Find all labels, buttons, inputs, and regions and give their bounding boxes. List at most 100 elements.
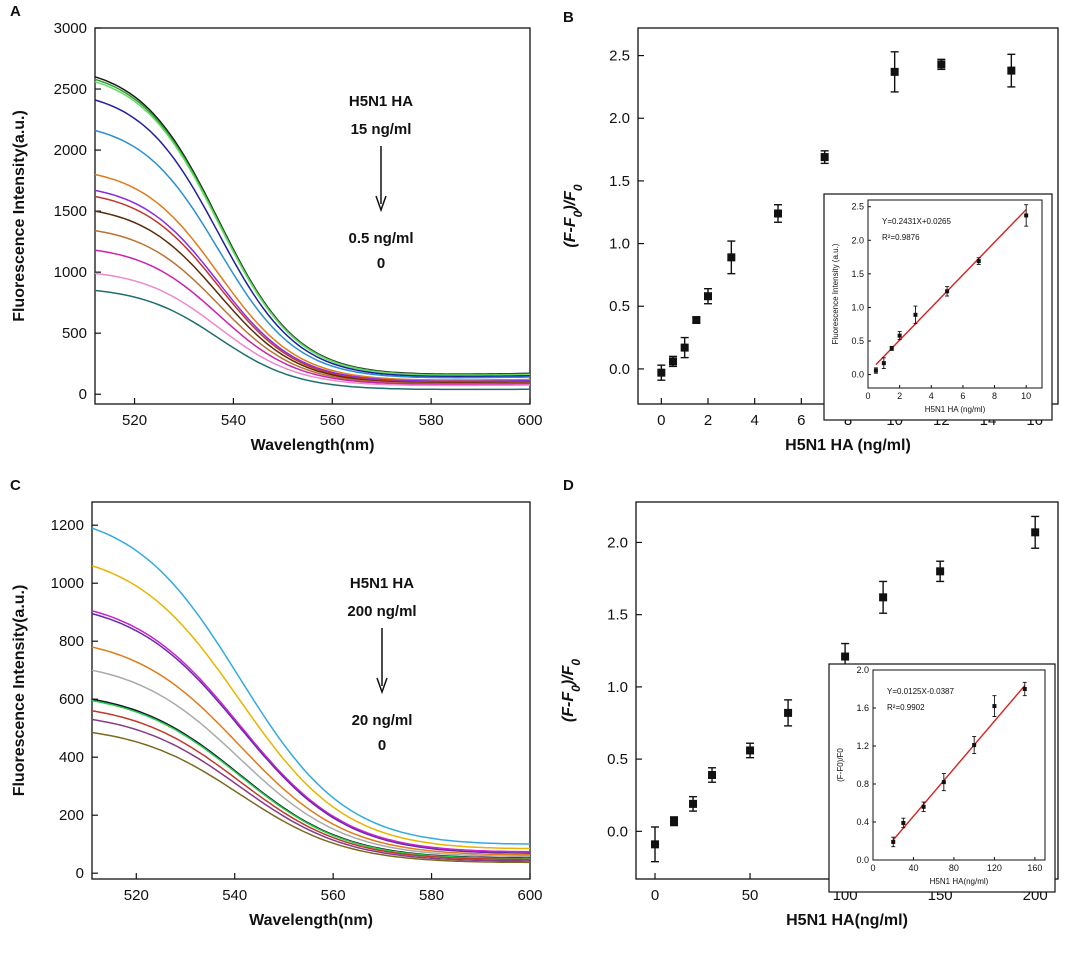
inset-r-squared: R²=0.9876 [882, 233, 920, 242]
spectrum-line [94, 229, 530, 385]
inset-data-point [913, 312, 918, 317]
y-tick-label: 2500 [54, 81, 87, 98]
y-tick-label: 2.0 [607, 534, 628, 551]
spectrum-line [94, 249, 530, 385]
x-tick-label: 560 [320, 412, 345, 429]
data-point [708, 771, 717, 779]
x-tick-label: 520 [122, 412, 147, 429]
inset-frame-outer [828, 663, 1056, 893]
y-tick-label: 600 [59, 691, 84, 708]
data-point [937, 60, 946, 69]
data-point [1031, 528, 1040, 537]
y-tick-label: 200 [59, 807, 84, 824]
inset-x-tick-label: 0 [870, 863, 875, 873]
inset-equation: Y=0.0125X-0.0387 [887, 687, 954, 696]
panel-c: C 520 540 560 580 600 0 200 400 600 800 1000 1200 Wav… [10, 477, 543, 929]
inset-fit-line [892, 685, 1026, 841]
inset-data-point [881, 361, 886, 366]
panel-letter: D [563, 477, 574, 494]
y-axis-title: (F-F0)/F0 [562, 184, 585, 247]
spectrum-line [91, 565, 530, 850]
spectrum-line [94, 129, 531, 379]
inset-y-tick-label: 1.6 [856, 703, 869, 713]
inset-data-point [901, 820, 906, 825]
data-point [820, 153, 829, 162]
annotation-analyte: H5N1 HA [350, 575, 414, 592]
inset-r-squared: R²=0.9902 [887, 703, 925, 712]
spectrum-line [94, 99, 531, 378]
x-tick-label: 6 [797, 412, 805, 429]
y-tick-label: 2.5 [609, 48, 630, 65]
data-point [680, 343, 689, 352]
data-point [879, 593, 888, 602]
spectrum-line [91, 669, 530, 858]
annotation-top-concentration: 200 ng/ml [347, 603, 416, 620]
y-tick-label: 2.0 [609, 110, 630, 127]
data-point [746, 746, 755, 755]
y-tick-label: 1000 [51, 575, 84, 592]
inset-data-point [941, 780, 946, 785]
annotation-top-concentration: 15 ng/ml [351, 121, 412, 138]
spectrum-line [91, 646, 530, 856]
x-tick-label: 600 [517, 412, 542, 429]
inset-data-point [921, 804, 926, 809]
y-tick-label: 1.0 [607, 679, 628, 696]
inset-x-tick-label: 6 [960, 391, 965, 401]
inset-data-point [992, 704, 997, 709]
inset-y-axis-title: Fluorescence Intensity (a.u.) [831, 243, 840, 344]
inset-data-point [1024, 213, 1029, 218]
inset-y-tick-label: 0.5 [851, 336, 864, 346]
plot-frame [91, 501, 531, 880]
panel-a: A 520 540 560 580 600 0 500 1000 1500 2000 2500 3000… [10, 3, 543, 454]
spectrum-line [94, 189, 531, 382]
y-axis-title: Fluorescence Intensity(a.u.) [11, 110, 28, 322]
inset-y-tick-label: 2.0 [851, 235, 864, 245]
inset-x-axis-title: H5N1 HA(ng/ml) [930, 877, 989, 886]
inset-data-point [873, 368, 878, 373]
spectrum-line [91, 610, 531, 853]
y-tick-label: 0 [79, 386, 87, 403]
inset-plot: 0 40 80 120 160 0.0 0.4 0.8 1.2 1.6 2.0 Y=0.0125X-0… [828, 663, 1056, 893]
panel-letter: B [563, 9, 574, 26]
inset-y-tick-label: 0.8 [856, 779, 869, 789]
data-point [657, 368, 666, 377]
x-tick-label: 50 [742, 887, 759, 904]
inset-axes-frame [867, 199, 1043, 389]
annotation-bottom-concentration: 20 ng/ml [352, 712, 413, 729]
inset-x-tick-label: 120 [987, 863, 1002, 873]
x-tick-label: 520 [124, 887, 149, 904]
y-axis-title: (F-F0)/F0 [560, 659, 583, 722]
data-point [689, 799, 698, 808]
inset-y-tick-label: 1.5 [851, 269, 864, 279]
data-point [784, 708, 793, 717]
y-tick-label: 1500 [54, 203, 87, 220]
x-axis-title: H5N1 HA(ng/ml) [786, 912, 908, 929]
annotation-zero: 0 [378, 737, 386, 754]
inset-fit-line [875, 209, 1027, 366]
y-tick-label: 0.5 [607, 751, 628, 768]
y-tick-label: 800 [59, 633, 84, 650]
data-point [841, 652, 850, 661]
x-tick-label: 2 [704, 412, 712, 429]
y-tick-label: 1.5 [609, 173, 630, 190]
x-tick-label: 580 [419, 412, 444, 429]
y-tick-label: 0 [76, 865, 84, 882]
y-tick-label: 0.0 [609, 361, 630, 378]
x-axis-title: Wavelength(nm) [251, 437, 375, 454]
panel-letter: C [10, 477, 21, 494]
data-point [1007, 66, 1016, 75]
spectrum-line [91, 718, 530, 862]
inset-y-tick-label: 0.0 [851, 370, 864, 380]
data-point [669, 357, 677, 366]
inset-data-point [897, 333, 902, 338]
arrow-head-icon [375, 195, 387, 213]
plot-frame [94, 27, 531, 405]
spectrum-line [91, 612, 530, 854]
inset-x-axis-title: H5N1 HA (ng/ml) [925, 405, 986, 414]
data-point [651, 840, 660, 849]
inset-x-tick-label: 80 [949, 863, 959, 873]
inset-data-point [891, 839, 896, 844]
spectrum-line [94, 76, 530, 375]
